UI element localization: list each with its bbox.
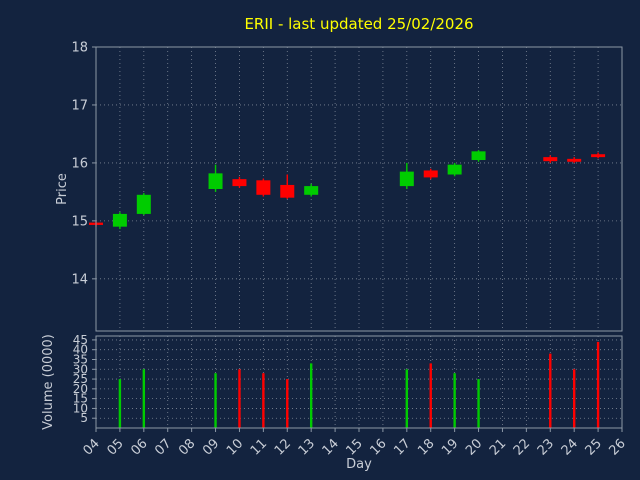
gridlines bbox=[95, 46, 623, 428]
x-tick-label: 18 bbox=[415, 436, 437, 458]
candle-body bbox=[447, 164, 462, 175]
price-axis-label: Price bbox=[55, 173, 70, 205]
x-tick-label: 10 bbox=[224, 436, 246, 458]
candle-body bbox=[399, 171, 414, 187]
candle-body bbox=[280, 184, 295, 198]
candles bbox=[89, 150, 606, 229]
price-tick-label: 18 bbox=[71, 41, 88, 56]
price-tick-label: 15 bbox=[71, 214, 88, 229]
candle-body bbox=[112, 213, 127, 227]
candle-body bbox=[232, 179, 247, 187]
x-tick-label: 22 bbox=[511, 436, 533, 458]
x-tick-label: 15 bbox=[344, 436, 366, 458]
volume-tick-label: 35 bbox=[73, 352, 88, 366]
x-tick-label: 25 bbox=[583, 436, 605, 458]
x-tick-label: 21 bbox=[487, 436, 509, 458]
x-tick-label: 14 bbox=[320, 436, 342, 458]
price-tick-label: 16 bbox=[71, 156, 88, 171]
price-tick-label: 17 bbox=[71, 98, 88, 113]
x-tick-label: 26 bbox=[607, 436, 629, 458]
volume-bars bbox=[118, 341, 600, 428]
volume-tick-label: 25 bbox=[73, 372, 88, 386]
x-tick-label: 11 bbox=[248, 436, 270, 458]
candle-body bbox=[136, 194, 151, 214]
x-tick-label: 07 bbox=[152, 436, 174, 458]
x-axis-label: Day bbox=[346, 457, 372, 472]
price-tick-label: 14 bbox=[71, 272, 88, 287]
x-tick-label: 20 bbox=[463, 436, 485, 458]
x-tick-label: 12 bbox=[272, 436, 294, 458]
volume-tick-label: 5 bbox=[80, 411, 88, 425]
candle-body bbox=[591, 154, 606, 158]
axes-spines bbox=[92, 46, 623, 432]
volume-tick-label: 30 bbox=[73, 362, 88, 376]
volume-tick-label: 40 bbox=[73, 343, 88, 357]
candle-body bbox=[304, 186, 319, 195]
x-tick-label: 17 bbox=[391, 436, 413, 458]
x-tick-label: 05 bbox=[104, 436, 126, 458]
x-tick-label: 13 bbox=[296, 436, 318, 458]
volume-tick-label: 45 bbox=[73, 333, 88, 347]
x-tick-label: 23 bbox=[535, 436, 557, 458]
x-tick-label: 19 bbox=[439, 436, 461, 458]
candle-body bbox=[423, 170, 438, 178]
chart-title: ERII - last updated 25/02/2026 bbox=[244, 15, 473, 33]
candle-body bbox=[208, 173, 223, 189]
x-tick-label: 08 bbox=[176, 436, 198, 458]
x-tick-label: 16 bbox=[367, 436, 389, 458]
volume-tick-label: 20 bbox=[73, 382, 88, 396]
x-tick-label: 24 bbox=[559, 436, 581, 458]
x-tick-label: 06 bbox=[128, 436, 150, 458]
candle-body bbox=[567, 158, 582, 162]
volume-tick-label: 10 bbox=[73, 401, 88, 415]
x-tick-label: 09 bbox=[200, 436, 222, 458]
candle-body bbox=[543, 157, 558, 162]
x-tick-label: 04 bbox=[81, 436, 103, 458]
candle-body bbox=[256, 180, 271, 195]
candle-body bbox=[471, 151, 486, 161]
volume-tick-label: 15 bbox=[73, 392, 88, 406]
volume-axis-label: Volume (0000) bbox=[41, 334, 56, 430]
